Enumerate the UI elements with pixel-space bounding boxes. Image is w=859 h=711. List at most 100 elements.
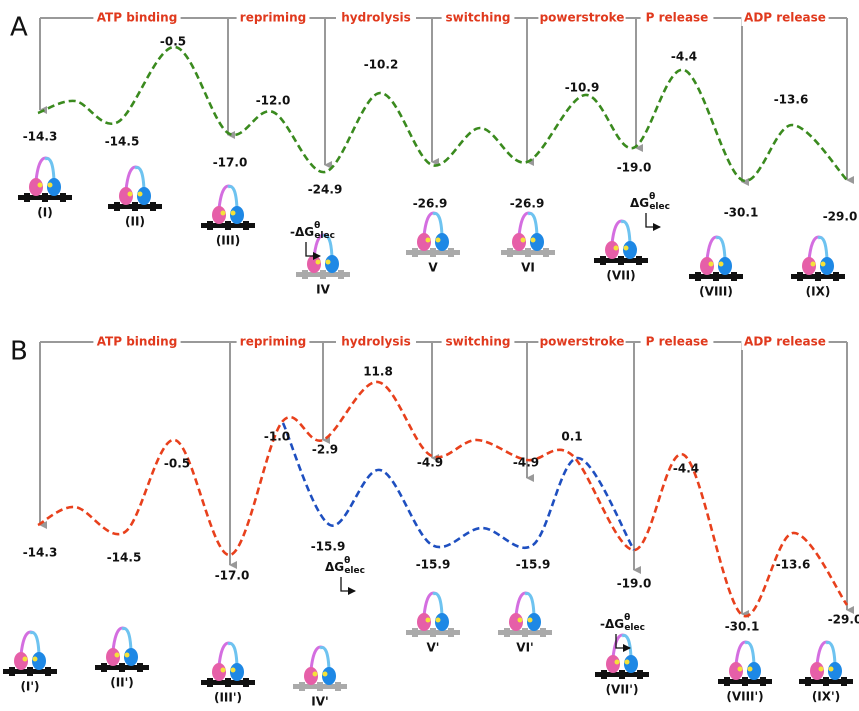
motor-icon xyxy=(594,221,648,265)
state-label: (VII') xyxy=(606,683,639,697)
state-label: IV xyxy=(316,283,330,297)
motor-icon xyxy=(293,647,347,691)
track-tick xyxy=(731,272,737,281)
theta: θ xyxy=(649,192,655,202)
nucleotide xyxy=(614,246,619,251)
track-tick xyxy=(9,667,15,676)
nucleotide xyxy=(125,653,130,658)
track-tick xyxy=(137,663,143,672)
step-label: ADP release xyxy=(744,335,826,349)
nucleotide xyxy=(531,238,536,243)
nucleotide xyxy=(128,192,133,197)
nucleotide xyxy=(436,238,441,243)
track-tick xyxy=(601,670,607,679)
energy-label: -14.3 xyxy=(23,546,58,560)
state-label: V' xyxy=(427,641,440,655)
nucleotide xyxy=(426,618,431,623)
energy-curve xyxy=(38,47,847,181)
motor-icon xyxy=(791,237,845,281)
state-label: (IX) xyxy=(806,285,831,299)
motor-icon xyxy=(595,635,649,679)
nucleotide xyxy=(709,262,714,267)
linker xyxy=(45,158,54,181)
energy-label: -4.9 xyxy=(513,456,539,470)
track-tick xyxy=(335,682,341,691)
track-tick xyxy=(24,193,30,202)
linker xyxy=(612,221,625,244)
delta-g: -ΔG xyxy=(290,225,314,239)
linker xyxy=(716,237,725,260)
state-label: VI' xyxy=(516,641,533,655)
track-tick xyxy=(507,248,513,257)
track-tick xyxy=(132,202,138,211)
step-label: powerstroke xyxy=(540,11,625,25)
track-tick xyxy=(540,628,546,637)
track-tick xyxy=(207,221,213,230)
nucleotide xyxy=(426,238,431,243)
track-tick xyxy=(448,628,454,637)
energy-label: -15.9 xyxy=(516,558,551,572)
linker xyxy=(36,158,49,181)
nucleotide xyxy=(221,211,226,216)
nucleotide xyxy=(719,262,724,267)
nucleotide xyxy=(528,618,533,623)
energy-label: -15.9 xyxy=(311,540,346,554)
step-label: powerstroke xyxy=(540,335,625,349)
step-label: P release xyxy=(646,11,709,25)
step-label: repriming xyxy=(240,335,306,349)
linker xyxy=(745,642,754,665)
nucleotide xyxy=(23,657,28,662)
linker xyxy=(707,237,720,260)
linker xyxy=(30,632,39,655)
track-tick xyxy=(299,682,305,691)
delta-g: ΔG xyxy=(325,560,344,574)
energy-label: -12.0 xyxy=(256,94,291,108)
linker xyxy=(433,213,442,236)
track-tick xyxy=(525,248,531,257)
figure: AATP bindingrepriminghydrolysisswitching… xyxy=(0,0,859,711)
linker xyxy=(826,642,835,665)
step-label: switching xyxy=(446,335,511,349)
step-label: P release xyxy=(646,335,709,349)
nucleotide xyxy=(313,672,318,677)
energy-label: -29.0 xyxy=(823,210,858,224)
nucleotide xyxy=(811,262,816,267)
linker xyxy=(621,221,630,244)
nucleotide xyxy=(48,183,53,188)
linker xyxy=(809,237,822,260)
track-tick xyxy=(805,677,811,686)
energy-label: -26.9 xyxy=(413,197,448,211)
linker xyxy=(228,186,237,209)
motor-icon xyxy=(296,235,350,279)
linker xyxy=(228,643,237,666)
track-tick xyxy=(724,677,730,686)
state-label: (I) xyxy=(37,206,52,220)
nucleotide xyxy=(748,667,753,672)
motor-icon xyxy=(501,213,555,257)
energy-label: -14.5 xyxy=(107,551,142,565)
energy-label: -1.0 xyxy=(264,430,290,444)
linker xyxy=(519,213,532,236)
linker xyxy=(219,643,232,666)
energy-label: -30.1 xyxy=(724,206,759,220)
state-label: VI xyxy=(521,261,535,275)
track-tick xyxy=(338,270,344,279)
motor-icon xyxy=(18,158,72,202)
motor-icon xyxy=(201,643,255,687)
track-tick xyxy=(637,670,643,679)
linker xyxy=(21,632,34,655)
linker xyxy=(528,213,537,236)
motor-icon xyxy=(498,593,552,637)
motor-icon xyxy=(718,642,772,686)
state-label: (III) xyxy=(216,234,240,248)
delta-arrow xyxy=(646,213,660,227)
state-label: (I') xyxy=(20,680,39,694)
nucleotide xyxy=(323,672,328,677)
delta-g-label: -ΔGθelec xyxy=(290,221,335,241)
track-tick xyxy=(841,677,847,686)
nucleotide xyxy=(38,183,43,188)
track-tick xyxy=(320,270,326,279)
nucleotide xyxy=(518,618,523,623)
nucleotide xyxy=(436,618,441,623)
nucleotide xyxy=(624,246,629,251)
